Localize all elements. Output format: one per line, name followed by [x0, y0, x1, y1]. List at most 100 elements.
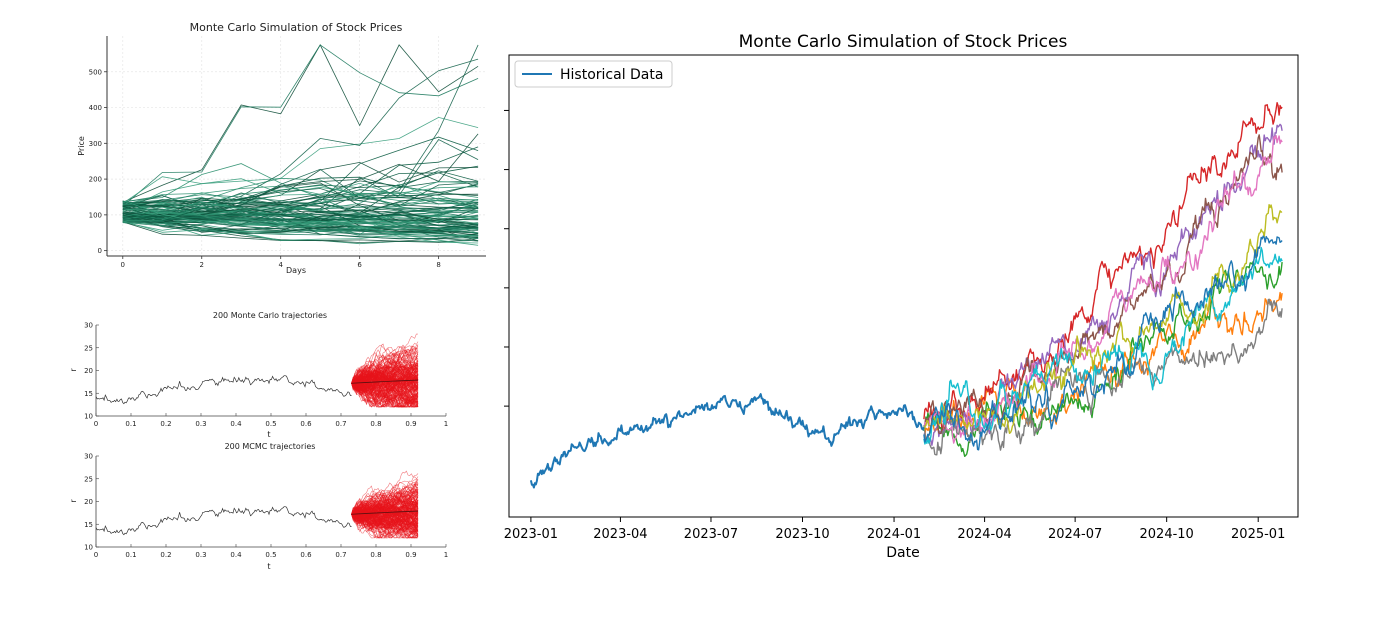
chart4-xtick-label: 2023-10 [775, 527, 829, 542]
chart1-series-line [122, 183, 479, 213]
chart4-y-ticks [504, 109, 509, 407]
chart1-ytick-label: 100 [89, 211, 102, 219]
chart2-xtick-label: 0.4 [230, 420, 242, 428]
chart3-xtick-label: 0.7 [335, 551, 346, 559]
chart1-series-line [122, 221, 479, 243]
chart1-series-line [122, 217, 479, 227]
chart4-simulation-line [923, 291, 1283, 436]
chart2-title: 200 Monte Carlo trajectories [213, 311, 327, 320]
chart4-xtick-label: 2024-01 [867, 527, 921, 542]
chart2-xtick-label: 0.6 [300, 420, 312, 428]
chart2-ylabel: r [69, 368, 78, 372]
chart4-title: Monte Carlo Simulation of Stock Prices [739, 32, 1068, 52]
chart2-trajectory [351, 380, 419, 408]
chart-stock-simulation: Monte Carlo Simulation of Stock Prices 2… [504, 32, 1299, 561]
chart1-series-line [122, 216, 479, 236]
chart2-ticks: 0 0.1 0.2 0.3 0.4 0.5 0.6 0.7 0.8 0.9 1 10 15 20 25 30 [84, 322, 448, 429]
chart1-ytick-label: 300 [89, 140, 102, 148]
chart1-series-line [122, 201, 479, 219]
chart1-ytick-label: 200 [89, 176, 102, 184]
chart2-trajectories [95, 333, 419, 408]
chart2-trajectory [351, 364, 419, 386]
chart2-mean-line [351, 379, 419, 384]
chart1-ytick-label: 400 [89, 104, 102, 112]
chart1-xtick-label: 8 [436, 261, 440, 269]
chart3-ytick-label: 10 [84, 544, 93, 552]
chart1-series-line [122, 44, 479, 207]
chart1-series-line [122, 205, 479, 221]
chart-green-monte-carlo: Monte Carlo Simulation of Stock Prices 0… [77, 21, 486, 275]
chart2-ytick-label: 30 [84, 322, 93, 330]
chart4-xtick-label: 2024-07 [1048, 527, 1102, 542]
chart3-ytick-label: 25 [84, 475, 93, 483]
chart1-series-line [122, 206, 479, 229]
chart4-xlabel: Date [886, 545, 919, 561]
chart1-xtick-label: 6 [357, 261, 362, 269]
legend-box [514, 60, 673, 88]
chart1-series-line [122, 220, 479, 246]
chart2-trajectory [351, 351, 419, 384]
chart4-plot-frame [508, 54, 1299, 518]
chart2-trajectory [351, 376, 419, 402]
chart2-trajectory [351, 364, 419, 391]
chart4-xtick-label: 2023-04 [593, 527, 647, 542]
chart3-ticks: 0 0.1 0.2 0.3 0.4 0.5 0.6 0.7 0.8 0.9 1 10 15 20 25 30 [84, 453, 448, 560]
chart2-trajectory [351, 376, 419, 408]
chart3-trajectory [351, 504, 419, 520]
chart4-historical-line [529, 393, 925, 489]
chart3-ytick-label: 20 [84, 498, 93, 506]
chart2-ytick-label: 25 [84, 344, 93, 352]
chart3-xlabel: t [267, 562, 270, 571]
chart2-xtick-label: 0.7 [335, 420, 346, 428]
chart2-trajectory [351, 381, 419, 408]
chart3-xtick-label: 0.6 [300, 551, 312, 559]
chart3-xtick-label: 0.8 [370, 551, 381, 559]
chart4-xtick-label: 2023-01 [504, 527, 558, 542]
chart1-series-line [122, 218, 479, 238]
chart3-xtick-label: 0 [94, 551, 98, 559]
chart1-xlabel: Days [286, 266, 306, 275]
chart3-xtick-label: 0.5 [265, 551, 276, 559]
chart3-trajectory [351, 481, 419, 515]
chart2-xlabel: t [267, 430, 270, 439]
chart3-xtick-label: 0.3 [195, 551, 206, 559]
chart3-trajectory [351, 513, 419, 531]
chart3-ytick-label: 15 [84, 521, 93, 529]
chart2-ytick-label: 20 [84, 367, 93, 375]
chart3-trajectory [351, 513, 419, 530]
chart3-title: 200 MCMC trajectories [225, 442, 316, 451]
chart4-xtick-label: 2023-07 [684, 527, 738, 542]
chart3-trajectory [351, 476, 419, 523]
chart3-mean-line [351, 510, 419, 515]
chart2-trajectory [351, 343, 419, 384]
chart4-simulation-line [923, 204, 1283, 434]
chart2-ytick-label: 15 [84, 390, 93, 398]
chart-monte-carlo-trajectories: 200 Monte Carlo trajectories 0 0.1 0.2 0.3 0… [69, 311, 448, 439]
chart4-simulation-line [923, 246, 1283, 445]
chart3-xtick-label: 0.9 [405, 551, 416, 559]
chart2-xtick-label: 0.5 [265, 420, 276, 428]
chart4-simulation-line [923, 235, 1283, 451]
chart4-simulation-line [923, 102, 1283, 433]
chart4-series-lines [529, 102, 1283, 489]
chart1-xtick-label: 2 [200, 261, 204, 269]
chart1-ytick-label: 0 [98, 247, 102, 255]
chart1-xtick-label: 4 [278, 261, 283, 269]
chart2-trajectory [351, 383, 419, 408]
chart4-x-ticks: 2023-01 2023-04 2023-07 2023-10 2024-01 2024-… [504, 517, 1285, 542]
chart2-trajectory [351, 372, 419, 392]
chart3-xtick-label: 0.2 [160, 551, 171, 559]
chart3-history-line [95, 506, 352, 536]
chart2-ytick-label: 10 [84, 413, 93, 421]
chart1-series-line [122, 200, 479, 236]
chart2-xtick-label: 1 [444, 420, 448, 428]
chart1-series-line [122, 161, 479, 204]
chart4-xtick-label: 2024-10 [1140, 527, 1194, 542]
chart3-trajectory [351, 506, 419, 525]
chart1-series-line [122, 201, 479, 212]
chart2-xtick-label: 0.3 [195, 420, 206, 428]
chart-mcmc-trajectories: 200 MCMC trajectories 0 0.1 0.2 0.3 0.4 0.5 0.… [69, 442, 448, 571]
chart2-history-line [95, 375, 352, 405]
chart1-series-line [122, 116, 479, 212]
